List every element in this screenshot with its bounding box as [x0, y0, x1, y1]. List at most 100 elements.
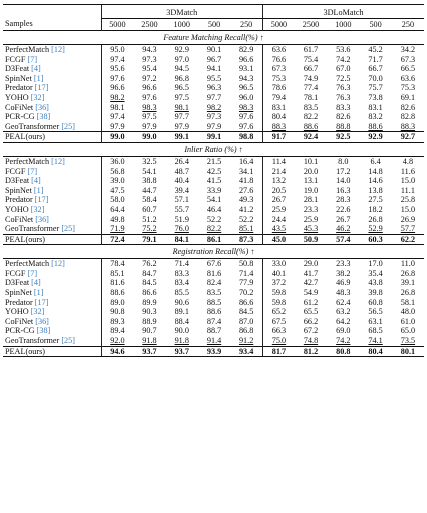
citation-link[interactable]: [32] — [30, 92, 45, 102]
citation-link[interactable]: [17] — [34, 83, 49, 93]
value-cell: 99.1 — [165, 131, 198, 143]
value-cell: 97.9 — [166, 122, 198, 132]
citation-link[interactable]: [4] — [31, 278, 41, 288]
method-name: PerfectMatch — [5, 156, 50, 166]
value-cell: 64.2 — [327, 317, 359, 327]
metric-value: 97.6 — [110, 73, 125, 83]
citation-link[interactable]: [25] — [61, 121, 75, 131]
citation-link[interactable]: [25] — [61, 336, 75, 346]
metric-value: 98.1 — [174, 102, 189, 112]
metric-value: 48.3 — [336, 288, 351, 298]
metric-value: 91.2 — [238, 336, 254, 346]
metric-value: 21.5 — [206, 156, 222, 166]
value-cell: 39.0 — [100, 176, 134, 186]
value-cell: 63.1 — [359, 317, 391, 327]
citation-link[interactable]: [4] — [31, 176, 41, 186]
metric-value: 40.4 — [174, 176, 189, 186]
section-header-row: Feature Matching Recall(%) ↑ — [3, 30, 425, 45]
value-cell: 87.4 — [198, 317, 230, 327]
value-cell: 47.5 — [100, 185, 134, 196]
metric-value: 84.1 — [174, 234, 189, 244]
metric-value: 97.4 — [110, 112, 125, 122]
citation-link[interactable]: [36] — [35, 102, 49, 112]
value-cell: 77.4 — [295, 83, 327, 93]
value-cell: 94.6 — [100, 345, 134, 358]
value-cell: 39.1 — [392, 278, 424, 288]
citation-link[interactable]: [12] — [51, 45, 65, 54]
value-cell: 80.4 — [262, 112, 295, 122]
value-cell: 91.8 — [166, 336, 198, 346]
citation-link[interactable]: [32] — [30, 204, 45, 214]
value-cell: 88.9 — [133, 317, 165, 327]
metric-value: 98.2 — [206, 102, 222, 112]
metric-value: 76.6 — [271, 54, 287, 64]
citation-link[interactable]: [1] — [33, 288, 44, 298]
value-cell: 88.6 — [359, 122, 391, 132]
metric-value: 83.1 — [368, 102, 383, 112]
citation-link[interactable]: [36] — [35, 214, 49, 224]
citation-link[interactable]: [12] — [51, 259, 65, 269]
value-cell: 84.5 — [133, 278, 165, 288]
value-cell: 75.2 — [133, 224, 165, 234]
value-cell: 98.3 — [230, 103, 262, 113]
metric-value: 98.2 — [110, 92, 125, 102]
metric-value: 61.0 — [400, 316, 416, 326]
value-cell: 97.3 — [133, 55, 165, 65]
citation-link[interactable]: [25] — [61, 224, 75, 234]
citation-link[interactable]: [38] — [36, 326, 51, 336]
metric-value: 20.0 — [303, 166, 319, 176]
value-cell: 85.1 — [100, 268, 134, 279]
method-name-cell: SpinNet [1] — [3, 288, 101, 298]
value-cell: 63.6 — [392, 74, 424, 84]
value-cell: 97.5 — [166, 93, 198, 103]
method-name-cell: Predator [17] — [3, 83, 101, 93]
value-cell: 90.3 — [133, 307, 165, 317]
citation-link[interactable]: [36] — [35, 316, 49, 326]
group-header-3dmatch: 3DMatch — [100, 4, 263, 19]
value-cell: 86.8 — [230, 326, 262, 336]
value-cell: 57.1 — [166, 195, 198, 205]
value-cell: 90.7 — [133, 326, 165, 336]
metric-value: 90.7 — [142, 326, 157, 336]
metric-value: 70.0 — [368, 73, 383, 83]
value-cell: 77.9 — [230, 278, 262, 288]
metric-value: 54.9 — [303, 288, 319, 298]
method-name-cell: D3Feat [4] — [3, 176, 101, 186]
metric-value: 88.7 — [206, 326, 222, 336]
citation-link[interactable]: [4] — [31, 64, 41, 74]
metric-value: 70.2 — [238, 288, 254, 298]
metric-value: 81.6 — [110, 278, 125, 288]
value-cell: 97.0 — [166, 55, 198, 65]
value-cell: 24.4 — [262, 214, 295, 225]
citation-link[interactable]: [7] — [27, 166, 38, 176]
value-cell: 28.3 — [327, 195, 359, 205]
citation-link[interactable]: [7] — [27, 54, 38, 64]
value-cell: 49.3 — [230, 195, 262, 205]
metric-value: 43.5 — [271, 224, 287, 234]
metric-value: 76.2 — [142, 259, 157, 269]
value-cell: 86.6 — [133, 288, 165, 298]
value-cell: 91.4 — [198, 336, 230, 346]
citation-link[interactable]: [17] — [34, 195, 49, 205]
citation-link[interactable]: [17] — [34, 297, 49, 307]
method-name: D3Feat — [5, 64, 30, 74]
metric-value: 97.3 — [206, 112, 222, 122]
method-name: FCGF — [5, 54, 26, 64]
metric-value: 96.0 — [238, 92, 254, 102]
citation-link[interactable]: [7] — [27, 268, 38, 278]
metric-value: 60.8 — [368, 297, 383, 307]
citation-link[interactable]: [38] — [36, 112, 51, 122]
metric-value: 66.2 — [303, 316, 319, 326]
citation-link[interactable]: [1] — [33, 73, 44, 83]
metric-value: 88.3 — [400, 121, 416, 131]
value-cell: 27.6 — [230, 186, 262, 196]
citation-link[interactable]: [32] — [30, 307, 45, 317]
method-name: D3Feat — [5, 278, 30, 288]
value-cell: 81.2 — [294, 345, 328, 358]
citation-link[interactable]: [12] — [51, 156, 65, 166]
metric-value: 97.3 — [142, 54, 157, 64]
value-cell: 97.4 — [100, 112, 134, 122]
citation-link[interactable]: [1] — [33, 185, 44, 195]
value-cell: 83.3 — [327, 103, 359, 113]
metric-value: 66.5 — [400, 64, 416, 74]
